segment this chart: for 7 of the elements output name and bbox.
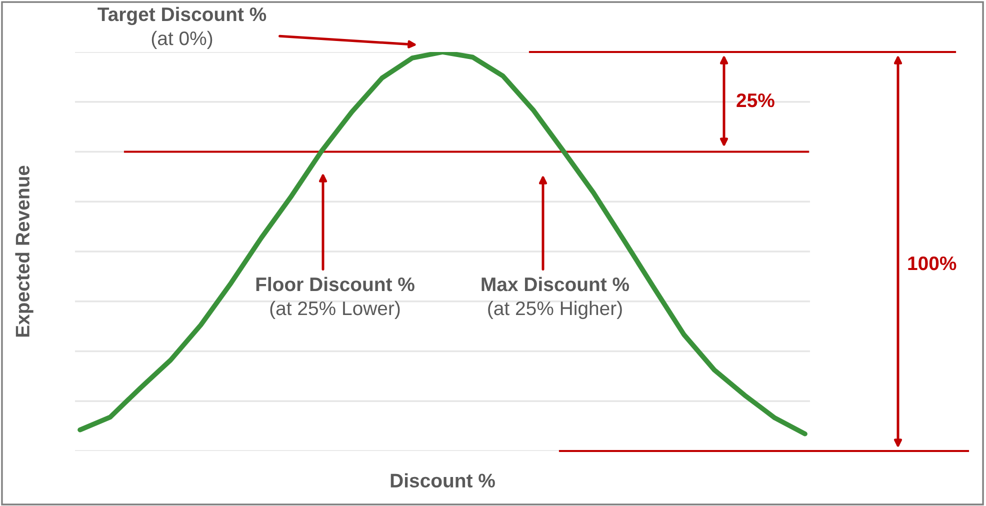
text: Target Discount % (at 0%): [98, 6, 266, 50]
annotation: 25%: [736, 93, 774, 108]
annotation: Floor Discount % (at 25% Lower): [256, 276, 414, 320]
y-axis-title: Expected Revenue: [15, 166, 34, 337]
text: 100%: [908, 256, 956, 270]
x-axis-title: Discount %: [390, 473, 495, 488]
annotation: Max Discount % (at 25% Higher): [482, 276, 630, 320]
